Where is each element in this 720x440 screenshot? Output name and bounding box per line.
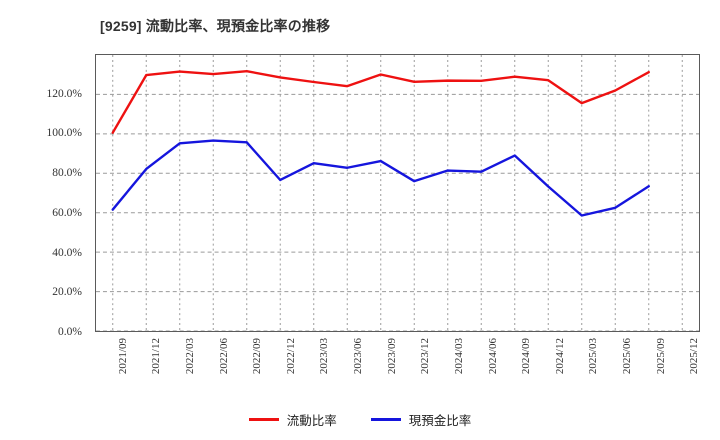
x-tick-label: 2022/09 bbox=[251, 338, 264, 375]
line-swatch-blue-icon bbox=[370, 417, 401, 421]
x-tick-label: 2024/12 bbox=[553, 338, 566, 375]
chart-title: [9259] 流動比率、現預金比率の推移 bbox=[100, 18, 331, 34]
y-axis: 0.0% 20.0% 40.0% 60.0% 80.0% 100.0% 120.0% bbox=[0, 54, 90, 338]
x-tick-label: 2023/06 bbox=[352, 338, 365, 375]
y-tick-label: 100.0% bbox=[46, 127, 82, 140]
legend-entry[interactable]: 現預金比率 bbox=[370, 410, 472, 429]
x-tick-label: 2021/09 bbox=[116, 338, 129, 375]
legend-entry[interactable]: 流動比率 bbox=[248, 410, 337, 429]
x-tick-label: 2021/12 bbox=[150, 338, 163, 375]
y-tick-label: 20.0% bbox=[52, 286, 82, 299]
y-tick-label: 120.0% bbox=[46, 87, 82, 100]
x-tick-label: 2022/03 bbox=[184, 338, 197, 375]
x-tick-label: 2023/12 bbox=[419, 338, 432, 375]
series-lines bbox=[111, 69, 650, 217]
line-swatch-red-icon bbox=[248, 417, 279, 421]
gridlines bbox=[96, 55, 699, 331]
x-tick-label: 2023/09 bbox=[385, 338, 398, 375]
x-tick-label: 2022/12 bbox=[284, 338, 297, 375]
x-tick-label: 2023/03 bbox=[318, 338, 331, 375]
legend-label: 流動比率 bbox=[286, 413, 337, 428]
x-tick-label: 2025/06 bbox=[620, 338, 633, 375]
y-tick-label: 60.0% bbox=[52, 206, 82, 219]
x-tick-label: 2024/06 bbox=[486, 338, 499, 375]
x-tick-label: 2022/06 bbox=[217, 338, 230, 375]
x-tick-label: 2025/12 bbox=[688, 338, 701, 375]
x-tick-label: 2025/03 bbox=[587, 338, 600, 375]
x-tick-label: 2024/03 bbox=[452, 338, 465, 375]
chart-legend: 流動比率 現預金比率 bbox=[0, 404, 720, 434]
y-tick-label: 80.0% bbox=[52, 167, 82, 180]
x-tick-label: 2025/09 bbox=[654, 338, 667, 375]
y-tick-label: 0.0% bbox=[58, 326, 82, 338]
y-tick-label: 40.0% bbox=[52, 246, 82, 259]
x-axis: 2021/09 2021/12 2022/03 2022/06 2022/09 2022/… bbox=[95, 334, 700, 404]
legend-label: 現預金比率 bbox=[408, 413, 472, 428]
x-tick-label: 2024/09 bbox=[520, 338, 533, 375]
plot-area bbox=[95, 54, 700, 332]
